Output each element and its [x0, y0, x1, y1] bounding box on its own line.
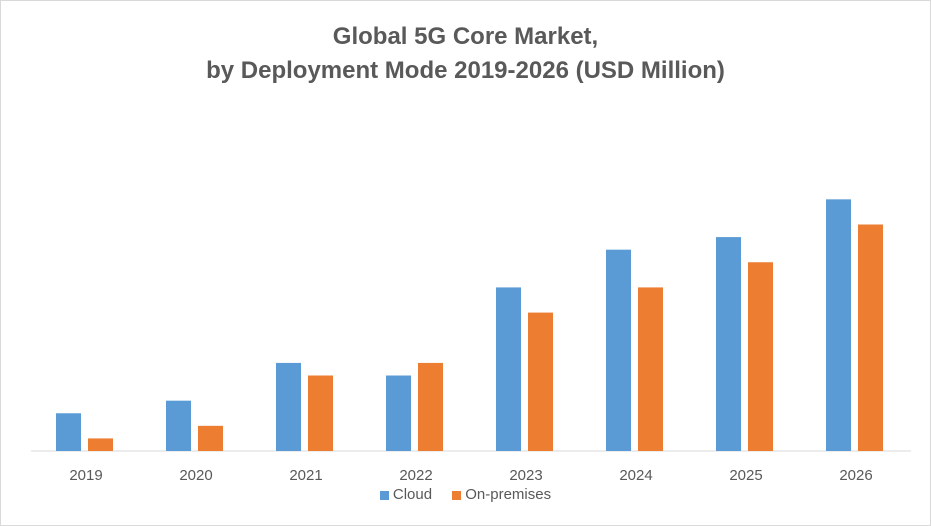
bar-on-premises-2023: [528, 312, 553, 451]
x-tick-label: 2019: [69, 467, 102, 484]
chart-subtitle: by Deployment Mode 2019-2026 (USD Millio…: [206, 57, 725, 84]
legend: Cloud On-premises: [1, 486, 930, 503]
bar-on-premises-2020: [198, 425, 223, 451]
legend-swatch-cloud: [379, 490, 389, 500]
bar-cloud-2025: [716, 237, 741, 451]
x-tick-label: 2020: [179, 467, 212, 484]
x-tick-label: 2022: [399, 467, 432, 484]
x-tick-label: 2021: [289, 467, 322, 484]
x-tick-label: 2026: [839, 467, 872, 484]
legend-item-on-premises: On-premises: [452, 486, 551, 503]
bar-cloud-2019: [56, 413, 81, 451]
x-tick-label: 2025: [729, 467, 762, 484]
bar-cloud-2021: [276, 362, 301, 451]
legend-label-cloud: Cloud: [392, 486, 433, 503]
bar-on-premises-2019: [88, 438, 113, 451]
bar-cloud-2023: [496, 287, 521, 451]
legend-item-cloud: Cloud: [379, 486, 433, 503]
bar-cloud-2024: [606, 249, 631, 451]
x-tick-label: 2024: [619, 467, 652, 484]
bar-on-premises-2022: [418, 362, 443, 451]
x-tick-label: 2023: [509, 467, 542, 484]
bar-cloud-2026: [826, 199, 851, 451]
bar-on-premises-2026: [858, 224, 883, 451]
bar-cloud-2022: [386, 375, 411, 451]
legend-label-on-premises: On-premises: [465, 486, 552, 503]
bar-on-premises-2025: [748, 262, 773, 451]
bar-cloud-2020: [166, 400, 191, 451]
bar-on-premises-2021: [308, 375, 333, 451]
bar-on-premises-2024: [638, 287, 663, 451]
legend-swatch-on-premises: [452, 490, 462, 500]
chart-title: Global 5G Core Market,: [332, 23, 599, 50]
